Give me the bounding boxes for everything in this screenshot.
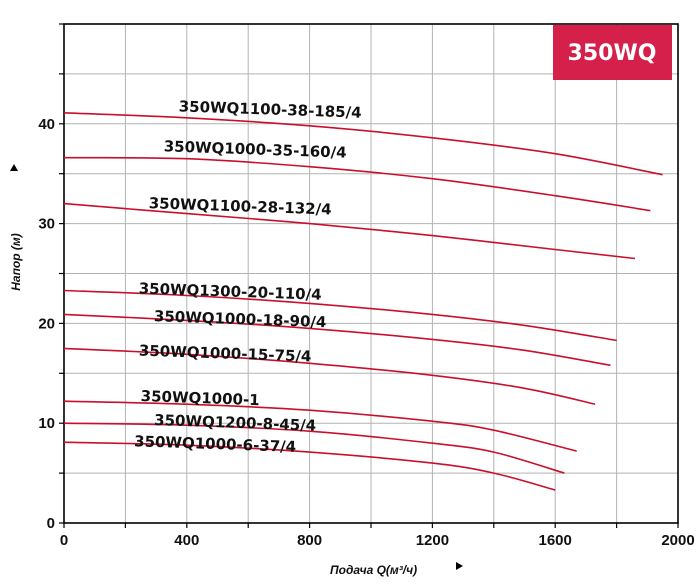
y-tick-label: 40 — [38, 116, 55, 133]
y-tick-label: 10 — [38, 415, 55, 432]
title-badge: 350WQ — [553, 25, 672, 80]
series-label: 350WQ1000-6-37/4 — [134, 432, 297, 456]
x-tick-label: 1600 — [539, 532, 572, 549]
series-label: 350WQ1000-1 — [140, 387, 260, 409]
x-axis-arrow-icon — [456, 562, 463, 570]
y-axis-arrow-icon — [10, 164, 18, 171]
series-curve — [63, 202, 636, 260]
x-tick-label: 2000 — [661, 532, 694, 549]
x-axis-label: Подача Q(м³/ч) — [330, 563, 417, 577]
x-axis-title: Подача Q(м³/ч) — [330, 562, 463, 577]
series-curve — [63, 441, 556, 491]
series-curve — [63, 289, 617, 342]
y-tick-label: 20 — [38, 315, 55, 332]
series-curve — [63, 347, 596, 405]
y-tick-label: 0 — [47, 515, 55, 532]
x-tick-label: 800 — [297, 532, 322, 549]
series-label: 350WQ1000-15-75/4 — [139, 341, 312, 365]
series-curve — [63, 156, 651, 212]
title-badge-background — [553, 25, 672, 80]
y-axis-title: Напор (м) — [9, 164, 23, 291]
x-tick-label: 1200 — [416, 532, 449, 549]
series-curve — [63, 400, 577, 452]
series-label: 350WQ1100-28-132/4 — [148, 194, 331, 218]
series-label: 350WQ1200-8-45/4 — [154, 411, 317, 435]
y-tick-label: 30 — [38, 216, 55, 233]
series-curve — [63, 422, 565, 474]
series-label: 350WQ1000-35-160/4 — [163, 137, 346, 161]
axes — [59, 23, 679, 528]
series-curves — [63, 112, 663, 491]
chart-title: 350WQ — [568, 41, 657, 66]
series-curve — [63, 313, 611, 367]
x-tick-label: 0 — [60, 532, 68, 549]
tick-labels: 0 400 800 1200 1600 2000 0 10 20 30 40 — [38, 116, 694, 549]
series-label: 350WQ1300-20-110/4 — [138, 279, 321, 303]
y-axis-label: Напор (м) — [9, 233, 23, 291]
series-label: 350WQ1000-18-90/4 — [154, 307, 327, 331]
x-tick-label: 400 — [174, 532, 199, 549]
series-curve — [63, 112, 663, 176]
